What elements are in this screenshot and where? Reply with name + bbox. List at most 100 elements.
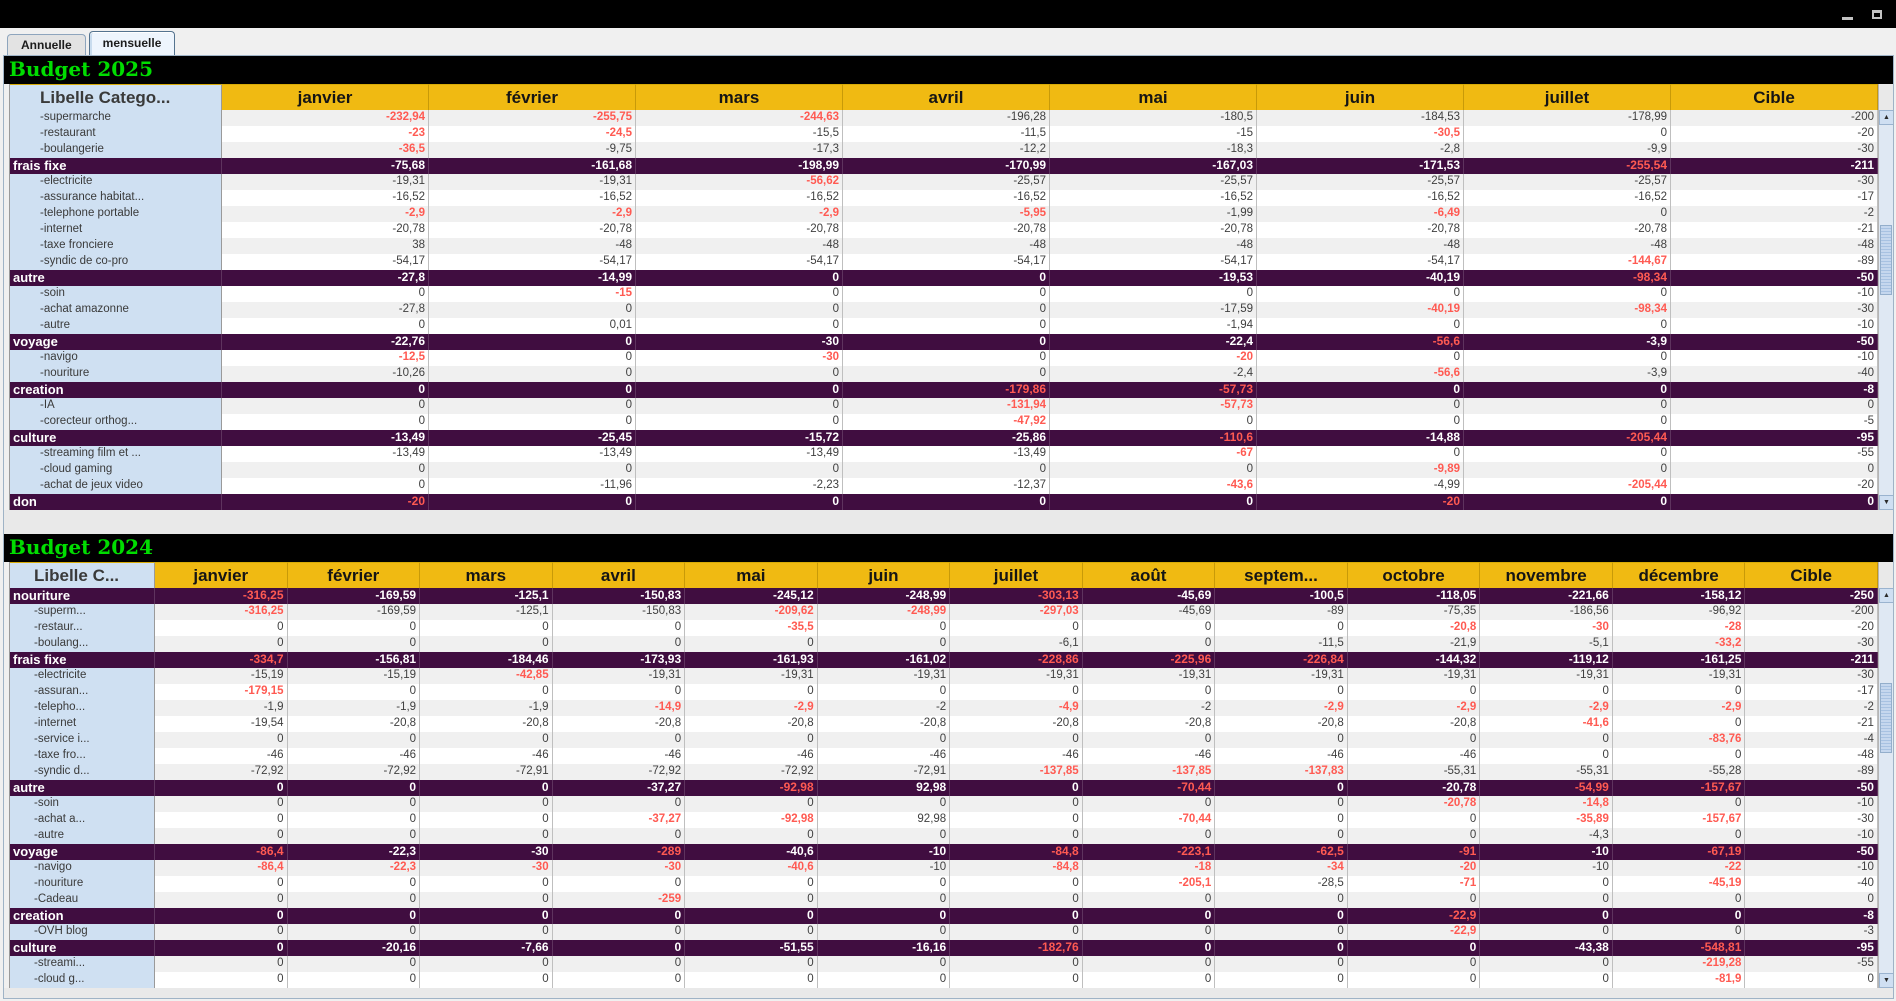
cell[interactable]: 0 [685,956,818,972]
cell[interactable]: -10 [1671,350,1878,366]
cell[interactable]: -15 [1050,126,1257,142]
cell[interactable]: -33,2 [1612,636,1746,652]
cell[interactable]: 0 [1347,892,1481,908]
cell[interactable]: 0 [552,940,686,956]
cell[interactable]: -86,4 [155,844,288,860]
tab-mensuelle[interactable]: mensuelle [88,31,176,55]
cell[interactable]: 0 [1215,684,1348,700]
cell[interactable]: 0 [817,876,951,892]
cell[interactable]: -15,19 [287,668,421,684]
cell[interactable]: -161,93 [685,652,818,668]
cell[interactable]: -20,8 [1347,620,1481,636]
cell[interactable]: -10 [1745,828,1878,844]
cell[interactable]: -46 [817,748,951,764]
vertical-scrollbar[interactable]: ▲ ▼ [1878,110,1893,510]
cell[interactable]: 0 [636,302,843,318]
cell[interactable]: 0 [1257,382,1464,398]
row-label[interactable]: culture [10,940,155,956]
cell[interactable]: -16,52 [222,190,429,206]
cell[interactable]: 0 [1215,908,1348,924]
cell[interactable]: -205,44 [1464,478,1671,494]
cell[interactable]: 0 [287,828,421,844]
row-label[interactable]: -navigo [10,350,222,366]
cell[interactable]: 0 [1464,462,1671,478]
cell[interactable]: 0 [287,796,421,812]
cell[interactable]: -24,5 [429,126,636,142]
cell[interactable]: 0 [1464,206,1671,222]
cell[interactable]: 0 [155,876,288,892]
cell[interactable]: 0 [1215,796,1348,812]
cell[interactable]: -119,12 [1480,652,1613,668]
cell[interactable]: -67 [1050,446,1257,462]
row-label[interactable]: -cloud gaming [10,462,222,478]
cell[interactable]: -13,49 [429,446,636,462]
cell[interactable]: -16,52 [843,190,1050,206]
cell[interactable]: 0 [1215,780,1348,796]
cell[interactable]: 0 [1347,956,1481,972]
column-header[interactable]: octobre [1347,562,1481,588]
cell[interactable]: 38 [222,238,429,254]
cell[interactable]: -19,31 [429,174,636,190]
cell[interactable]: 0 [950,732,1083,748]
row-label[interactable]: -autre [10,828,155,844]
cell[interactable]: -15 [429,286,636,302]
cell[interactable]: 0 [420,828,553,844]
cell[interactable]: -2,9 [685,700,818,716]
cell[interactable]: -1,94 [1050,318,1257,334]
cell[interactable]: -20,8 [287,716,421,732]
cell[interactable]: -48 [1257,238,1464,254]
column-header[interactable]: juillet [1464,84,1671,110]
cell[interactable]: -2,4 [1050,366,1257,382]
cell[interactable]: 0 [843,494,1050,510]
cell[interactable]: 0 [552,828,686,844]
cell[interactable]: -54,17 [1050,254,1257,270]
cell[interactable]: 0 [1480,972,1613,988]
cell[interactable]: 0 [222,286,429,302]
row-label[interactable]: autre [10,780,155,796]
cell[interactable]: -1,9 [287,700,421,716]
cell[interactable]: 0 [155,940,288,956]
cell[interactable]: 0 [636,318,843,334]
column-header[interactable]: novembre [1480,562,1613,588]
cell[interactable]: -37,27 [552,780,686,796]
cell[interactable]: -196,28 [843,110,1050,126]
cell[interactable]: -54,99 [1480,780,1613,796]
cell[interactable]: 0 [817,892,951,908]
cell[interactable]: -19,31 [552,668,686,684]
cell[interactable]: -20,78 [1050,222,1257,238]
cell[interactable]: 0 [636,366,843,382]
cell[interactable]: -2,9 [222,206,429,222]
cell[interactable]: -20,78 [843,222,1050,238]
cell[interactable]: -4,9 [950,700,1083,716]
cell[interactable]: -110,6 [1050,430,1257,446]
row-label[interactable]: nouriture [10,588,155,604]
cell[interactable]: -20,8 [1347,716,1481,732]
cell[interactable]: -179,86 [843,382,1050,398]
cell[interactable]: -10 [817,844,951,860]
row-label[interactable]: -cloud g... [10,972,155,988]
cell[interactable]: -20,8 [1082,716,1216,732]
cell[interactable]: -178,99 [1464,110,1671,126]
cell[interactable]: 0 [1480,892,1613,908]
cell[interactable]: -28,5 [1215,876,1348,892]
cell[interactable]: -221,66 [1480,588,1613,604]
cell[interactable]: -95 [1745,940,1878,956]
cell[interactable]: 0 [636,286,843,302]
cell[interactable]: 0 [1215,940,1348,956]
cell[interactable]: -161,02 [817,652,951,668]
cell[interactable]: -43,6 [1050,478,1257,494]
cell[interactable]: -23 [222,126,429,142]
cell[interactable]: -20,78 [1347,796,1481,812]
cell[interactable]: -2 [1082,700,1216,716]
cell[interactable]: -83,76 [1612,732,1746,748]
cell[interactable]: -12,2 [843,142,1050,158]
cell[interactable]: -205,1 [1082,876,1216,892]
cell[interactable]: 0 [843,350,1050,366]
cell[interactable]: 0 [685,876,818,892]
cell[interactable]: 0 [155,972,288,988]
cell[interactable]: 0 [1257,398,1464,414]
cell[interactable]: -2,9 [1215,700,1348,716]
cell[interactable]: -46 [1347,748,1481,764]
cell[interactable]: 0 [552,956,686,972]
cell[interactable]: 0 [1480,748,1613,764]
